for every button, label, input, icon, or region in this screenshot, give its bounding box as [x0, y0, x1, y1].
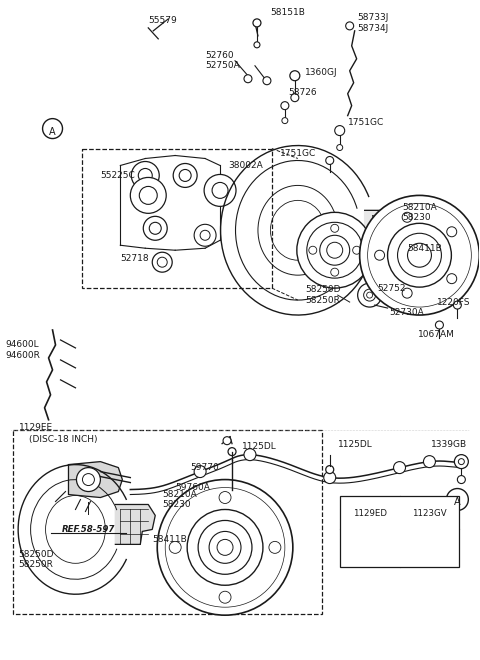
Circle shape — [253, 19, 261, 27]
Circle shape — [269, 541, 281, 553]
Text: A: A — [454, 496, 461, 506]
Text: 59770: 59770 — [190, 463, 219, 472]
Circle shape — [324, 472, 336, 484]
Text: 52752: 52752 — [378, 284, 406, 292]
Text: A: A — [49, 127, 56, 137]
Circle shape — [363, 543, 377, 556]
Text: 52760
52750A: 52760 52750A — [205, 51, 240, 71]
Circle shape — [422, 543, 436, 556]
Text: 58151B: 58151B — [270, 9, 305, 17]
Text: REF.58-597: REF.58-597 — [62, 525, 115, 534]
Text: 1125DL: 1125DL — [242, 442, 277, 451]
Circle shape — [394, 461, 406, 474]
Text: 58250D
58250R: 58250D 58250R — [305, 285, 340, 305]
Text: 1129EE: 1129EE — [19, 423, 53, 432]
Text: 38002A: 38002A — [228, 161, 263, 170]
Circle shape — [360, 195, 480, 315]
Polygon shape — [365, 211, 399, 250]
Circle shape — [402, 288, 412, 298]
Circle shape — [244, 75, 252, 82]
Circle shape — [447, 274, 457, 284]
Circle shape — [290, 71, 300, 81]
Polygon shape — [69, 461, 122, 498]
Circle shape — [194, 465, 206, 478]
Text: 1129ED: 1129ED — [353, 509, 386, 518]
Circle shape — [219, 591, 231, 603]
Text: 52730A: 52730A — [390, 308, 424, 317]
Text: 58411B: 58411B — [152, 535, 187, 544]
Text: 58733J
58734J: 58733J 58734J — [358, 13, 389, 32]
Circle shape — [282, 117, 288, 123]
Circle shape — [457, 476, 465, 484]
Circle shape — [194, 224, 216, 246]
Circle shape — [297, 213, 372, 288]
Text: 52718: 52718 — [120, 253, 149, 263]
Circle shape — [173, 164, 197, 187]
Text: 58210A
58230: 58210A 58230 — [162, 490, 197, 510]
Circle shape — [326, 156, 334, 164]
Text: 1067AM: 1067AM — [418, 331, 455, 339]
Circle shape — [244, 449, 256, 461]
Circle shape — [281, 102, 289, 110]
Text: 58210A
58230: 58210A 58230 — [403, 203, 437, 222]
Circle shape — [169, 541, 181, 553]
Text: 1751GC: 1751GC — [348, 118, 384, 127]
Circle shape — [346, 22, 354, 30]
Circle shape — [152, 252, 172, 272]
Circle shape — [423, 455, 435, 467]
Circle shape — [291, 94, 299, 102]
Circle shape — [435, 321, 444, 329]
Circle shape — [76, 467, 100, 492]
Text: 1339GB: 1339GB — [432, 440, 468, 449]
Text: 1220FS: 1220FS — [437, 298, 471, 307]
Circle shape — [132, 162, 159, 189]
Text: 58411B: 58411B — [408, 244, 442, 253]
Circle shape — [455, 455, 468, 469]
Circle shape — [335, 125, 345, 135]
Text: (DISC-18 INCH): (DISC-18 INCH) — [29, 435, 97, 444]
Bar — [12, 430, 322, 614]
Circle shape — [358, 283, 382, 307]
Bar — [340, 496, 459, 568]
Circle shape — [43, 119, 62, 139]
Circle shape — [447, 227, 457, 237]
Circle shape — [254, 42, 260, 48]
Circle shape — [219, 492, 231, 504]
Circle shape — [446, 488, 468, 510]
Circle shape — [402, 213, 412, 222]
Text: 55579: 55579 — [148, 16, 177, 25]
Bar — [83, 148, 272, 288]
Circle shape — [263, 77, 271, 84]
Text: 1123GV: 1123GV — [412, 509, 447, 518]
Text: 55225C: 55225C — [100, 171, 135, 180]
Circle shape — [157, 480, 293, 615]
Circle shape — [374, 250, 384, 260]
Circle shape — [204, 174, 236, 207]
Circle shape — [454, 301, 461, 309]
Circle shape — [228, 447, 236, 455]
Text: 1751GC: 1751GC — [280, 149, 316, 158]
Text: 58726: 58726 — [288, 88, 316, 97]
Text: 94600L
94600R: 94600L 94600R — [6, 341, 40, 360]
Text: 58250D
58250R: 58250D 58250R — [19, 550, 54, 569]
Circle shape — [223, 437, 231, 445]
Circle shape — [130, 178, 166, 213]
Circle shape — [144, 216, 167, 240]
Circle shape — [326, 465, 334, 474]
Circle shape — [336, 145, 343, 150]
Text: 1125DL: 1125DL — [338, 440, 372, 449]
Text: 1360GJ: 1360GJ — [305, 68, 337, 77]
Text: 59760A: 59760A — [175, 483, 210, 492]
Polygon shape — [115, 504, 155, 544]
